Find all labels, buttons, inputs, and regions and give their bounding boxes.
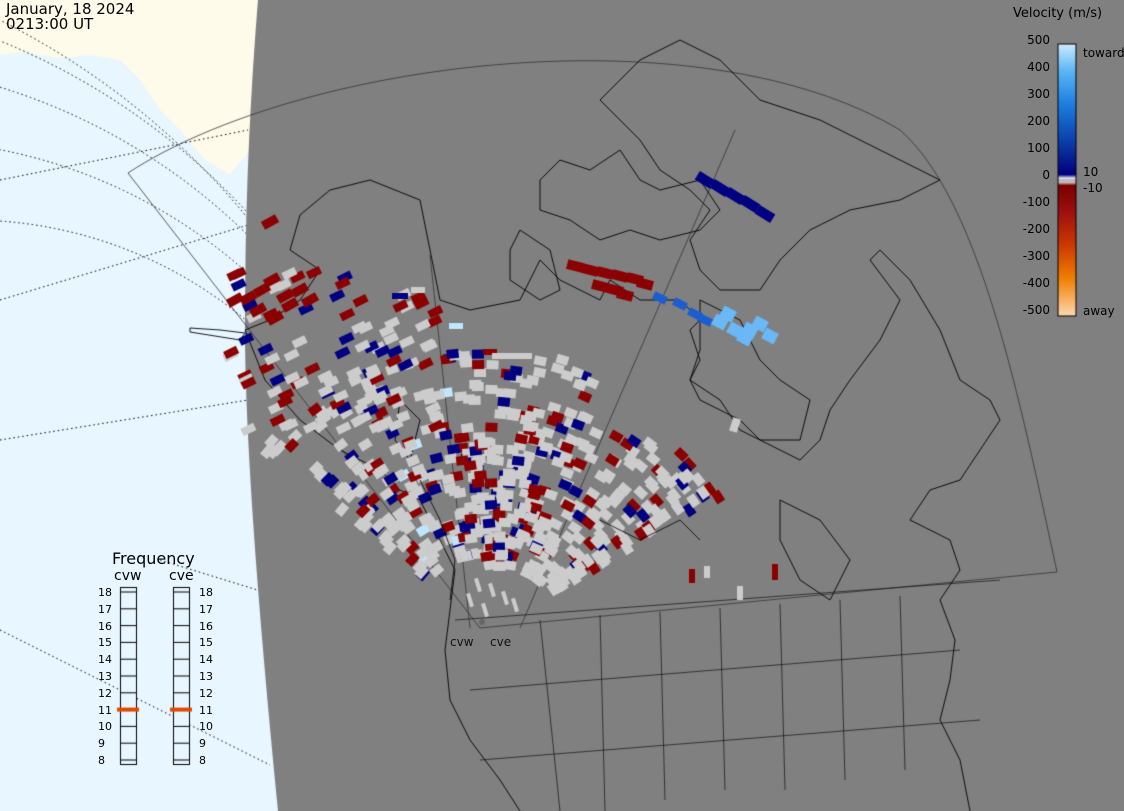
frequency-scale-label-right: 13 [199,670,213,683]
frequency-title: Frequency [112,549,195,568]
colorbar-toward-label: toward [1083,46,1124,60]
frequency-radar-name-cve: cve [169,568,194,584]
frequency-scale-label-left: 10 [98,720,112,734]
frequency-scale-label-right: 8 [199,754,206,767]
frequency-scale-label-right: 16 [199,619,213,633]
radar-site-label-cvw: cvw [450,635,474,649]
date-label: January, 18 2024 [6,0,135,18]
colorbar-tick-label: -300 [1022,249,1050,263]
frequency-scale-label-left: 15 [98,636,112,650]
frequency-scale-label-right: 9 [199,737,206,751]
colorbar-tick-label: 300 [1027,87,1050,101]
frequency-scale-label-right: 11 [199,703,213,717]
colorbar-tick-label: -200 [1022,222,1050,236]
frequency-scale-label-right: 18 [199,586,213,599]
frequency-scale-label-right: 14 [199,653,213,667]
frequency-scale-label-left: 13 [98,670,112,683]
colorbar-tick-label: 100 [1027,141,1050,155]
frequency-scale-label-left: 17 [98,602,112,616]
frequency-scale-label-left: 8 [98,754,105,767]
colorbar-tick-label: 400 [1027,60,1050,74]
colorbar-tick-label: 10 [1083,165,1099,179]
colorbar-tick-label: -500 [1022,303,1050,317]
colorbar-away-label: away [1083,304,1115,318]
colorbar-title: Velocity (m/s) [1013,6,1103,21]
colorbar-tick-label: -400 [1022,276,1050,290]
frequency-scale-label-left: 16 [98,619,112,633]
frequency-scale-label-right: 10 [199,720,213,734]
radar-site-label-cve: cve [490,635,512,649]
frequency-scale-label-right: 17 [199,602,213,616]
frequency-scale-label-right: 15 [199,636,213,650]
frequency-radar-name-cvw: cvw [114,568,142,584]
colorbar-tick-label: 200 [1027,114,1050,128]
colorbar-tick-label: -100 [1022,195,1050,209]
colorbar-tick-label: -10 [1083,181,1103,195]
time-label: 0213:00 UT [6,15,94,33]
frequency-scale-label-left: 9 [98,737,105,751]
frequency-scale-label-left: 14 [98,653,112,667]
colorbar-tick-label: 0 [1042,168,1050,182]
frequency-scale-label-left: 18 [98,586,112,599]
frequency-scale-label-left: 11 [98,703,112,717]
frequency-scale-label-left: 12 [98,686,112,700]
colorbar-tick-label: 500 [1027,33,1050,47]
frequency-scale-label-right: 12 [199,686,213,700]
